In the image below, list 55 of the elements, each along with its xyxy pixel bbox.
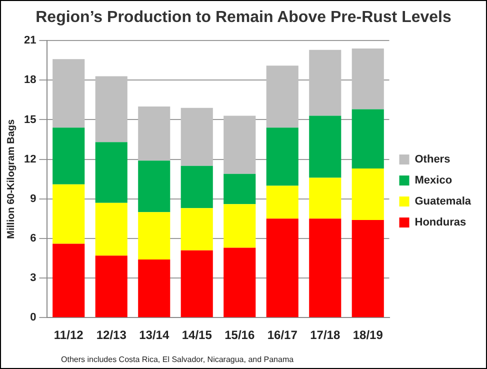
bar [352, 48, 384, 110]
bar [52, 244, 85, 318]
bar [138, 106, 170, 161]
bar [52, 128, 85, 184]
bar [138, 160, 170, 212]
bar [224, 204, 256, 248]
x-tick-label: 18/19 [352, 328, 384, 342]
bar [309, 178, 342, 219]
y-tick-label: 12 [24, 153, 36, 166]
bar [224, 248, 256, 318]
y-tick-label: 6 [30, 232, 36, 244]
bar [224, 116, 256, 174]
legend-label: Others [414, 154, 450, 166]
text: Others includes Costa Rica, El Salvador, Nicaragua, and Panama [61, 355, 294, 364]
bar [138, 212, 170, 260]
y-tick-label: 15 [24, 114, 36, 126]
bar [266, 186, 298, 219]
bar [224, 174, 256, 204]
bar [180, 250, 213, 318]
y-tick-label: 21 [24, 34, 36, 47]
y-axis-title: Million 60-Kilogram Bags [6, 118, 17, 239]
bar [266, 66, 298, 128]
bar [266, 218, 298, 318]
y-tick-label: 9 [30, 192, 36, 205]
bar [138, 260, 170, 318]
bar [266, 128, 298, 186]
y-tick-label: 18 [24, 74, 36, 86]
bar [309, 116, 342, 178]
bar [180, 108, 213, 166]
bar [352, 109, 384, 169]
legend-label: Honduras [414, 216, 466, 229]
bar [309, 218, 342, 318]
x-tick-label: 17/18 [310, 328, 340, 342]
x-tick-label: 13/14 [139, 328, 170, 342]
chart-title: Region’s Production to Remain Above Pre-Rust Levels [34, 9, 452, 27]
bar [95, 256, 128, 318]
x-tick-label: 11/12 [54, 328, 84, 342]
bar [180, 166, 213, 208]
bar [352, 168, 384, 220]
x-tick-label: 16/17 [267, 328, 298, 342]
x-tick-label: 15/16 [224, 328, 255, 342]
bar [95, 142, 128, 203]
x-tick-label: 14/15 [182, 328, 212, 342]
y-tick-label: 0 [30, 312, 36, 324]
bar [352, 220, 384, 318]
bar [95, 76, 128, 142]
bar [52, 59, 85, 128]
bar [95, 202, 128, 256]
legend-label: Guatemala [414, 196, 472, 208]
y-tick-label: 3 [30, 272, 36, 284]
legend-label: Mexico [414, 174, 452, 187]
bar [309, 50, 342, 116]
x-tick-label: 12/13 [96, 328, 127, 342]
bar [52, 184, 85, 244]
bar [180, 208, 213, 250]
